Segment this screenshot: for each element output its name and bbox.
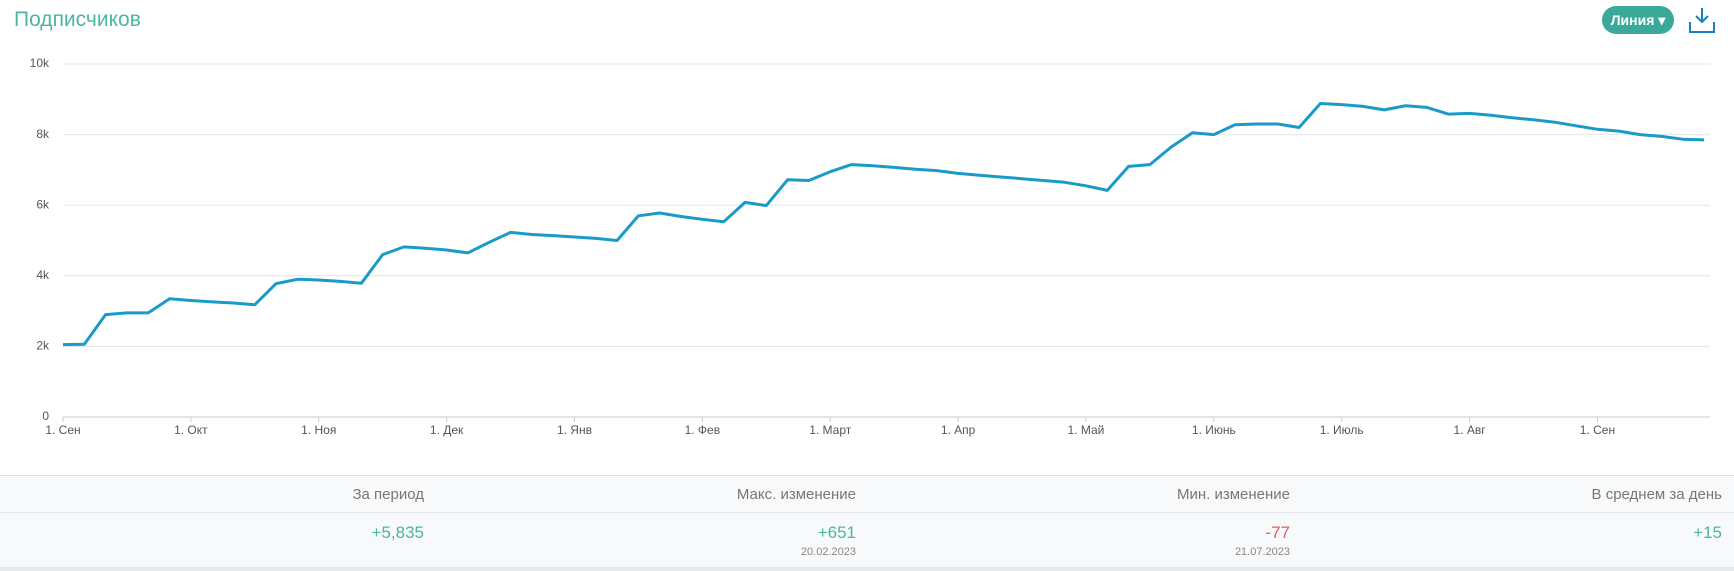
stat-value: +5,835	[371, 523, 424, 542]
x-tick-label: 1. Янв	[557, 423, 592, 437]
stat-label: Макс. изменение	[736, 486, 856, 503]
title: Подписчиков	[14, 8, 141, 31]
y-tick-label: 0	[42, 409, 49, 423]
stat-label: За период	[352, 486, 424, 503]
line	[62, 102, 1705, 347]
y-tick-label: 10k	[30, 56, 50, 70]
y-tick-label: 4k	[36, 268, 50, 282]
chart-type-button[interactable]: Линия ▾	[1602, 6, 1674, 34]
button-label: Линия	[1610, 12, 1655, 28]
stat-label: В среднем за день	[1591, 486, 1722, 503]
x-tick-label: 1. Март	[809, 423, 852, 437]
stat-value: +15	[1693, 523, 1722, 542]
x-tick-label: 1. Июль	[1320, 423, 1364, 437]
x-tick-label: 1. Фев	[685, 423, 721, 437]
stat-date: 20.02.2023	[800, 546, 856, 558]
y-tick-label: 2k	[36, 339, 50, 353]
stat-date: 21.07.2023	[1234, 546, 1290, 558]
separator	[0, 512, 1734, 513]
x-tick-label: 1. Сен	[45, 423, 80, 437]
chart: 0 2k 4k 6k 8k 10k 1. Сен 1. Окт 1. Ноя 1. Дек 1. Я…	[30, 56, 1710, 437]
y-tick-label: 6k	[36, 197, 50, 211]
x-tick-label: 1. Авг	[1454, 423, 1487, 437]
x-tick-label: 1. Май	[1068, 423, 1105, 437]
x-tick-label: 1. Июнь	[1192, 423, 1236, 437]
x-tick-label: 1. Апр	[941, 423, 976, 437]
x-tick-label: 1. Окт	[174, 423, 208, 437]
stats-panel: За период +5,835 Макс. изменение +651 20.02.…	[0, 475, 1734, 571]
y-tick-label: 8k	[36, 127, 50, 141]
x-tick-label: 1. Ноя	[301, 423, 336, 437]
download-icon[interactable]	[1686, 4, 1718, 36]
stat-value: -77	[1265, 523, 1290, 542]
stat-value: +651	[817, 523, 856, 542]
x-tick-label: 1. Сен	[1580, 423, 1615, 437]
stat-label: Мин. изменение	[1176, 486, 1290, 503]
x-tick-label: 1. Дек	[430, 423, 464, 437]
